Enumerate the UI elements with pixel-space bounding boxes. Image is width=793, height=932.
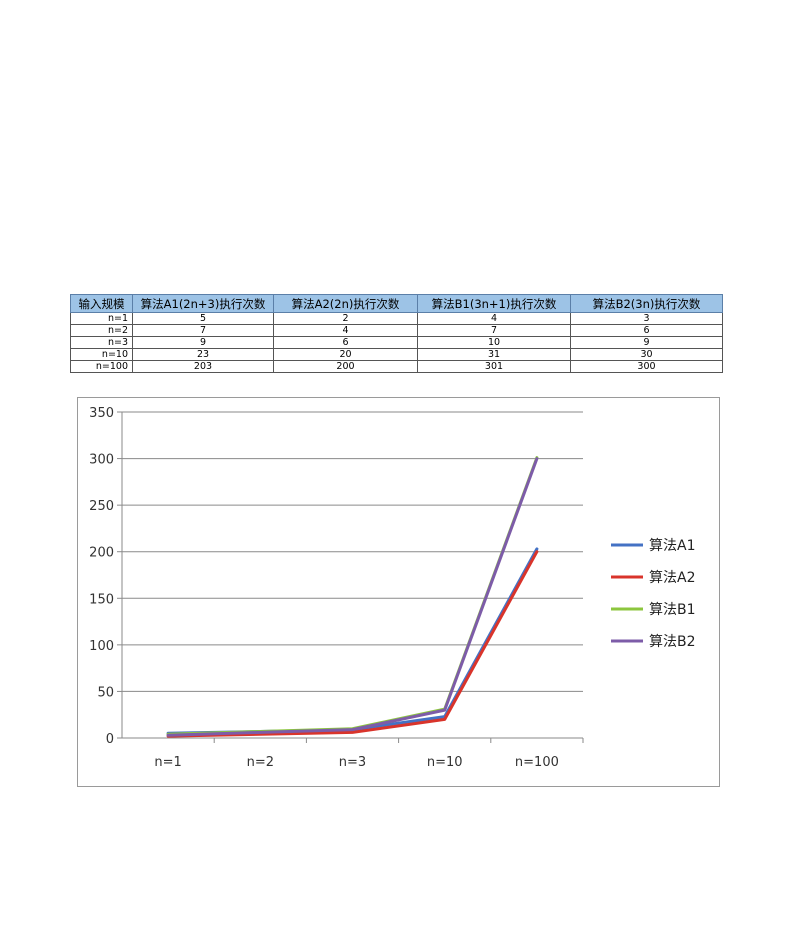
data-table: 输入规模 算法A1(2n+3)执行次数 算法A2(2n)执行次数 算法B1(3n… <box>70 294 723 373</box>
table-cell: n=1 <box>70 312 133 325</box>
y-tick-label: 100 <box>89 639 114 654</box>
table-cell: n=100 <box>70 360 133 373</box>
header-algo-b1: 算法B1(3n+1)执行次数 <box>417 294 571 313</box>
x-tick-label: n=1 <box>154 755 181 770</box>
y-tick-label: 150 <box>89 592 114 607</box>
table-cell: n=3 <box>70 336 133 349</box>
table-cell: 3 <box>570 312 723 325</box>
table-cell: 9 <box>570 336 723 349</box>
table-cell: 203 <box>132 360 274 373</box>
table-cell: n=2 <box>70 324 133 337</box>
table-row: n=10 23 20 31 30 <box>70 348 723 361</box>
legend-label: 算法B1 <box>649 602 696 618</box>
y-tick-label: 200 <box>89 546 114 561</box>
series-line <box>166 547 539 735</box>
table-cell: 30 <box>570 348 723 361</box>
header-algo-a1: 算法A1(2n+3)执行次数 <box>132 294 274 313</box>
header-algo-a2: 算法A2(2n)执行次数 <box>273 294 418 313</box>
header-input-size: 输入规模 <box>70 294 133 313</box>
table-row: n=100 203 200 301 300 <box>70 360 723 373</box>
x-tick-label: n=3 <box>339 755 366 770</box>
table-cell: n=10 <box>70 348 133 361</box>
table-header-row: 输入规模 算法A1(2n+3)执行次数 算法A2(2n)执行次数 算法B1(3n… <box>70 294 723 313</box>
table-cell: 6 <box>570 324 723 337</box>
table-cell: 9 <box>132 336 274 349</box>
table-cell: 5 <box>132 312 274 325</box>
table-cell: 23 <box>132 348 274 361</box>
table-cell: 6 <box>273 336 418 349</box>
header-algo-b2: 算法B2(3n)执行次数 <box>570 294 723 313</box>
table-row: n=2 7 4 7 6 <box>70 324 723 337</box>
table-cell: 10 <box>417 336 571 349</box>
table-cell: 20 <box>273 348 418 361</box>
series-lines <box>166 456 539 738</box>
table-cell: 4 <box>417 312 571 325</box>
legend: 算法A1 算法A2 算法B1 算法B2 <box>611 538 696 650</box>
series-line <box>166 456 539 736</box>
gridlines <box>122 411 583 692</box>
table-cell: 301 <box>417 360 571 373</box>
table-cell: 300 <box>570 360 723 373</box>
table-cell: 4 <box>273 324 418 337</box>
axes: 0 50 100 150 200 250 300 350 n=1 n=2 n=3 n=10 n=100 <box>89 406 584 770</box>
x-tick-label: n=10 <box>427 755 463 770</box>
y-tick-label: 300 <box>89 453 114 468</box>
table-cell: 7 <box>417 324 571 337</box>
y-tick-label: 250 <box>89 499 114 514</box>
series-line <box>166 457 539 737</box>
x-tick-label: n=100 <box>515 755 559 770</box>
y-tick-label: 0 <box>106 732 114 747</box>
chart-frame: 0 50 100 150 200 250 300 350 n=1 n=2 n=3 n=10 n=100 … <box>77 397 720 787</box>
legend-label: 算法A2 <box>649 570 695 586</box>
table-cell: 2 <box>273 312 418 325</box>
x-tick-label: n=2 <box>247 755 274 770</box>
legend-label: 算法A1 <box>649 538 695 554</box>
legend-label: 算法B2 <box>649 634 696 650</box>
y-tick-label: 350 <box>89 406 114 421</box>
table-row: n=3 9 6 10 9 <box>70 336 723 349</box>
y-tick-label: 50 <box>97 685 114 700</box>
table-cell: 31 <box>417 348 571 361</box>
series-line <box>166 550 539 738</box>
table-cell: 7 <box>132 324 274 337</box>
table-row: n=1 5 2 4 3 <box>70 312 723 325</box>
table-cell: 200 <box>273 360 418 373</box>
